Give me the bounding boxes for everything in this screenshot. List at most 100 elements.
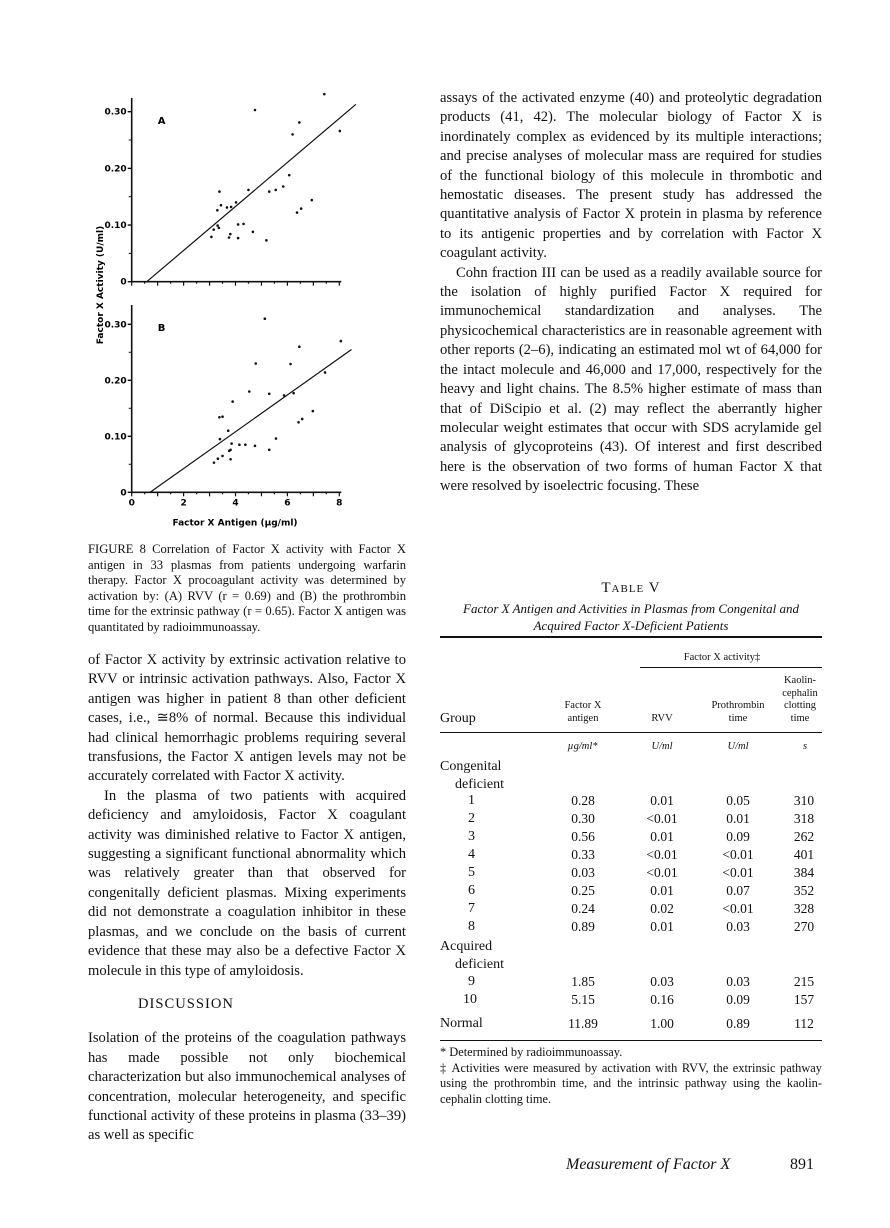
panel-label: A bbox=[158, 116, 166, 127]
table-bottom-rule bbox=[440, 1040, 822, 1041]
footnote: * Determined by radioimmunoassay. bbox=[440, 1045, 623, 1059]
figure-8-scatter-plots: 0 0.10 0.20 0.30 A 0 0.10 0.20 0.30 0 2 4 6 8 Factor X… bbox=[96, 92, 357, 528]
data-point bbox=[231, 400, 234, 403]
data-point bbox=[236, 236, 240, 240]
row-group-cell: 7 bbox=[468, 901, 475, 916]
y-axis-label: Factor X Activity (U/ml) bbox=[96, 226, 106, 344]
right-column-text: assays of the activated enzyme (40) and … bbox=[440, 89, 822, 497]
table-cell: 401 bbox=[793, 847, 815, 862]
data-point bbox=[221, 454, 224, 458]
regression-line bbox=[149, 349, 352, 493]
row-group-cell: 6 bbox=[468, 883, 475, 898]
row-group-cell: 1 bbox=[468, 793, 475, 808]
data-point bbox=[219, 203, 223, 207]
data-point bbox=[298, 121, 301, 124]
data-point bbox=[218, 415, 221, 419]
data-point bbox=[217, 226, 221, 230]
table-cell: 0.01 bbox=[650, 793, 674, 808]
data-point bbox=[267, 190, 271, 193]
header-antigen: Factor X antigen bbox=[564, 700, 602, 724]
unit-rvv: U/ml bbox=[651, 741, 673, 752]
table-cell: 0.25 bbox=[571, 883, 595, 898]
table-cell: 157 bbox=[793, 992, 815, 1007]
data-point bbox=[229, 205, 233, 209]
data-point bbox=[322, 92, 326, 96]
paragraph: of Factor X activity by extrinsic activa… bbox=[88, 652, 406, 785]
data-point bbox=[227, 449, 231, 453]
paragraph: assays of the activated enzyme (40) and … bbox=[440, 90, 822, 262]
data-point bbox=[339, 339, 343, 343]
table-cell: 328 bbox=[793, 901, 815, 916]
table-cell: 112 bbox=[794, 1016, 814, 1031]
data-point bbox=[253, 444, 257, 448]
data-point bbox=[212, 461, 216, 464]
row-group-cell: 5 bbox=[468, 865, 475, 880]
data-point bbox=[299, 207, 303, 210]
figure-caption-text: Correlation of Factor X activity with Fa… bbox=[88, 542, 406, 634]
data-point bbox=[229, 457, 232, 461]
table-cell: 310 bbox=[793, 793, 815, 808]
unit-antigen: µg/ml* bbox=[567, 741, 598, 752]
data-point bbox=[300, 417, 304, 421]
span-header: Factor X activity‡ bbox=[683, 652, 761, 663]
y-tick-label: 0.30 bbox=[104, 108, 126, 118]
table-cell: <0.01 bbox=[646, 811, 678, 826]
data-point bbox=[238, 443, 241, 447]
regression-line bbox=[146, 103, 357, 283]
table-cell: 318 bbox=[793, 811, 815, 826]
data-point bbox=[218, 437, 222, 441]
header-rule bbox=[440, 732, 822, 733]
table-cell: <0.01 bbox=[646, 865, 678, 880]
group-label: Acquired bbox=[440, 939, 493, 954]
header-group: Group bbox=[440, 711, 476, 726]
figure-label: FIGURE 8 bbox=[88, 542, 146, 556]
data-point bbox=[230, 442, 233, 445]
left-column-text: of Factor X activity by extrinsic activa… bbox=[88, 651, 406, 1146]
paragraph: In the plasma of two patients with acqui… bbox=[88, 787, 406, 979]
table-cell: 1.00 bbox=[650, 1016, 674, 1031]
data-point bbox=[323, 371, 327, 374]
x-tick-label: 4 bbox=[232, 498, 238, 508]
span-rule bbox=[640, 667, 822, 668]
row-group-cell: 8 bbox=[468, 919, 475, 934]
table-cell: 11.89 bbox=[568, 1016, 598, 1031]
header-prothrombin: Prothrombin time bbox=[711, 700, 765, 724]
table-cell: 215 bbox=[793, 974, 815, 989]
data-point bbox=[247, 188, 250, 192]
y-tick-label: 0.20 bbox=[104, 376, 126, 386]
paragraph: Cohn fraction III can be used as a readi… bbox=[440, 264, 822, 495]
data-point bbox=[291, 133, 294, 136]
data-point bbox=[282, 394, 286, 397]
data-point bbox=[216, 457, 220, 461]
data-point bbox=[267, 392, 271, 396]
x-tick-label: 2 bbox=[180, 498, 186, 508]
table-cell: 0.89 bbox=[571, 919, 595, 934]
table-subtitle: Factor X Antigen and Activities in Plasm… bbox=[463, 601, 799, 633]
table-cell: 0.03 bbox=[726, 919, 750, 934]
table-cell: 0.01 bbox=[726, 811, 750, 826]
data-point bbox=[287, 173, 291, 177]
data-point bbox=[229, 232, 232, 236]
table-cell: 384 bbox=[793, 865, 815, 880]
page-number: 891 bbox=[790, 1156, 814, 1173]
table-cell: 0.01 bbox=[650, 883, 674, 898]
table-cell: 0.01 bbox=[650, 919, 674, 934]
table-cell: 5.15 bbox=[571, 992, 595, 1007]
table-cell: 0.30 bbox=[571, 811, 595, 826]
data-point bbox=[247, 390, 251, 393]
data-point bbox=[274, 188, 278, 192]
data-point bbox=[254, 362, 258, 365]
paragraph: Isolation of the proteins of the coagula… bbox=[88, 1030, 406, 1144]
table-cell: 0.28 bbox=[571, 793, 595, 808]
x-axis-label: Factor X Antigen (µg/ml) bbox=[172, 518, 297, 528]
y-tick-label: 0.10 bbox=[104, 432, 126, 442]
section-heading-discussion: DISCUSSION bbox=[138, 995, 234, 1012]
x-tick-label: 8 bbox=[336, 498, 342, 508]
table-cell: 0.02 bbox=[650, 901, 674, 916]
data-point bbox=[251, 230, 255, 234]
data-point bbox=[297, 421, 300, 424]
data-point bbox=[225, 206, 229, 209]
row-group-cell: 3 bbox=[468, 829, 475, 844]
data-point bbox=[274, 437, 278, 440]
x-tick-label: 0 bbox=[129, 498, 135, 508]
